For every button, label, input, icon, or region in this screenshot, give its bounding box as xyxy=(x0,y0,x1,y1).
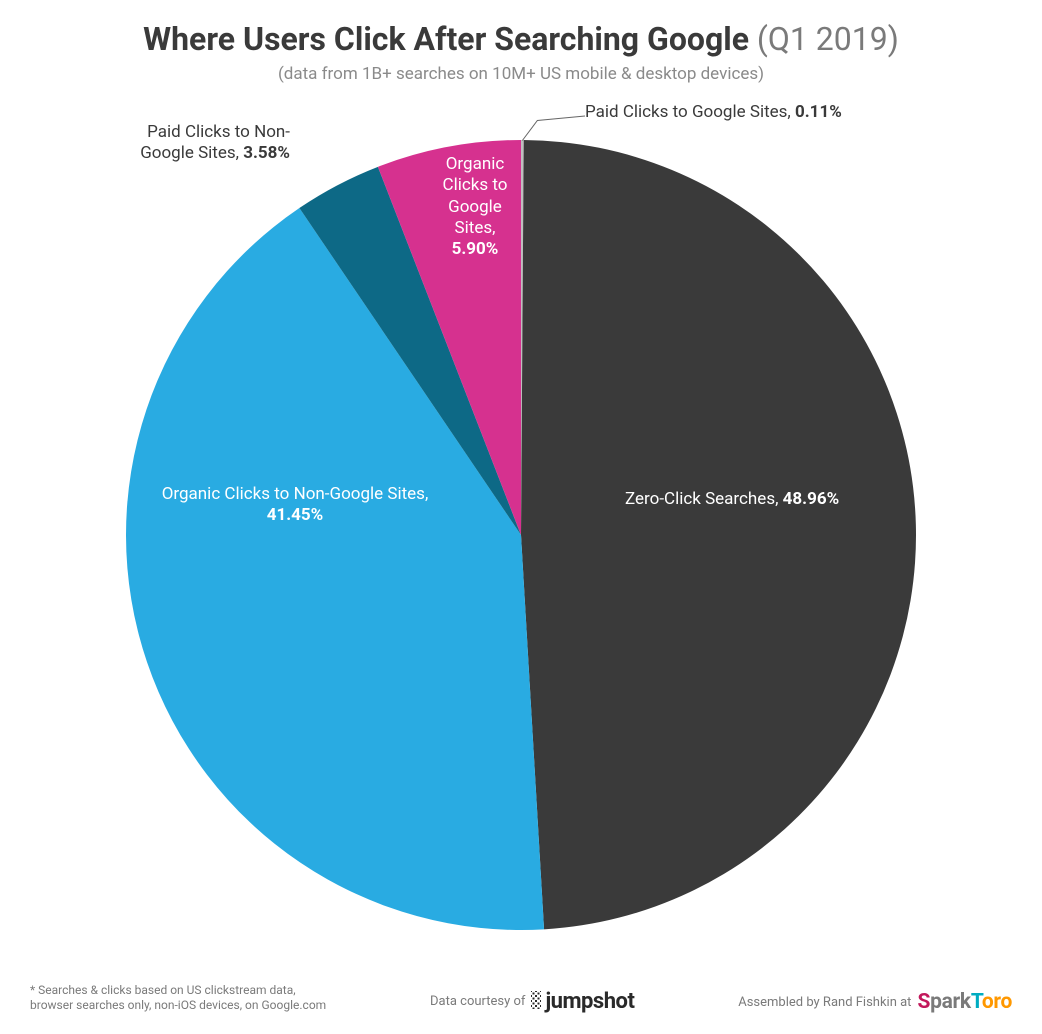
chart-area: Paid Clicks to Google Sites, 0.11% Paid … xyxy=(30,94,1012,977)
pie-slice xyxy=(521,140,916,929)
label-zero-click: Zero-Click Searches, 48.96% xyxy=(625,489,839,510)
label-organic-nongoogle-text: Organic Clicks to Non-Google Sites, xyxy=(162,484,429,504)
courtesy-text: Data courtesy of xyxy=(430,994,525,1009)
assembled-text: Assembled by Rand Fishkin at xyxy=(738,995,911,1010)
label-organic-nongoogle-value: 41.45% xyxy=(267,505,324,525)
footnote-line2: browser searches only, non-iOS devices, … xyxy=(30,998,326,1012)
sparktoro-logo: SparkToro xyxy=(917,990,1012,1014)
sparktoro-p3: T xyxy=(971,990,982,1014)
label-paid-nongoogle-line2: Google Sites, xyxy=(140,143,243,163)
footnote: * Searches & clicks based on US clickstr… xyxy=(30,983,326,1014)
label-paid-google-text: Paid Clicks to Google Sites, xyxy=(585,102,795,122)
label-organic-google: Organic Clicks to Google Sites, 5.90% xyxy=(430,154,520,260)
title-main: Where Users Click After Searching Google xyxy=(143,20,749,58)
footer-assembled: Assembled by Rand Fishkin at SparkToro xyxy=(738,990,1012,1014)
label-paid-google: Paid Clicks to Google Sites, 0.11% xyxy=(585,102,842,123)
chart-container: Where Users Click After Searching Google… xyxy=(0,0,1042,1034)
label-organic-google-l1: Organic xyxy=(446,154,505,174)
footnote-line1: * Searches & clicks based on US clickstr… xyxy=(30,983,296,997)
label-organic-nongoogle: Organic Clicks to Non-Google Sites, 41.4… xyxy=(125,484,465,527)
jumpshot-logo: jumpshot xyxy=(531,989,634,1014)
label-paid-google-value: 0.11% xyxy=(795,102,842,122)
label-organic-google-l3: Google xyxy=(448,197,502,217)
label-paid-nongoogle-value: 3.58% xyxy=(243,143,290,163)
label-zero-click-value: 48.96% xyxy=(783,489,840,509)
label-zero-click-text: Zero-Click Searches, xyxy=(625,489,783,509)
sparktoro-p1: S xyxy=(917,990,930,1014)
label-organic-google-value: 5.90% xyxy=(452,239,499,259)
label-organic-google-l2: Clicks to xyxy=(443,175,508,195)
footer: * Searches & clicks based on US clickstr… xyxy=(30,977,1012,1024)
pie-chart xyxy=(126,140,916,930)
subtitle: (data from 1B+ searches on 10M+ US mobil… xyxy=(30,64,1012,84)
title-suffix: (Q1 2019) xyxy=(749,20,899,58)
footer-courtesy: Data courtesy of jumpshot xyxy=(430,989,634,1014)
sparktoro-p4: oro xyxy=(982,990,1012,1014)
label-paid-nongoogle: Paid Clicks to Non- Google Sites, 3.58% xyxy=(90,122,290,165)
label-paid-nongoogle-line1: Paid Clicks to Non- xyxy=(147,122,290,142)
sparktoro-p2: park xyxy=(930,990,971,1014)
label-organic-google-l4: Sites, xyxy=(455,218,496,238)
title-block: Where Users Click After Searching Google… xyxy=(30,20,1012,58)
